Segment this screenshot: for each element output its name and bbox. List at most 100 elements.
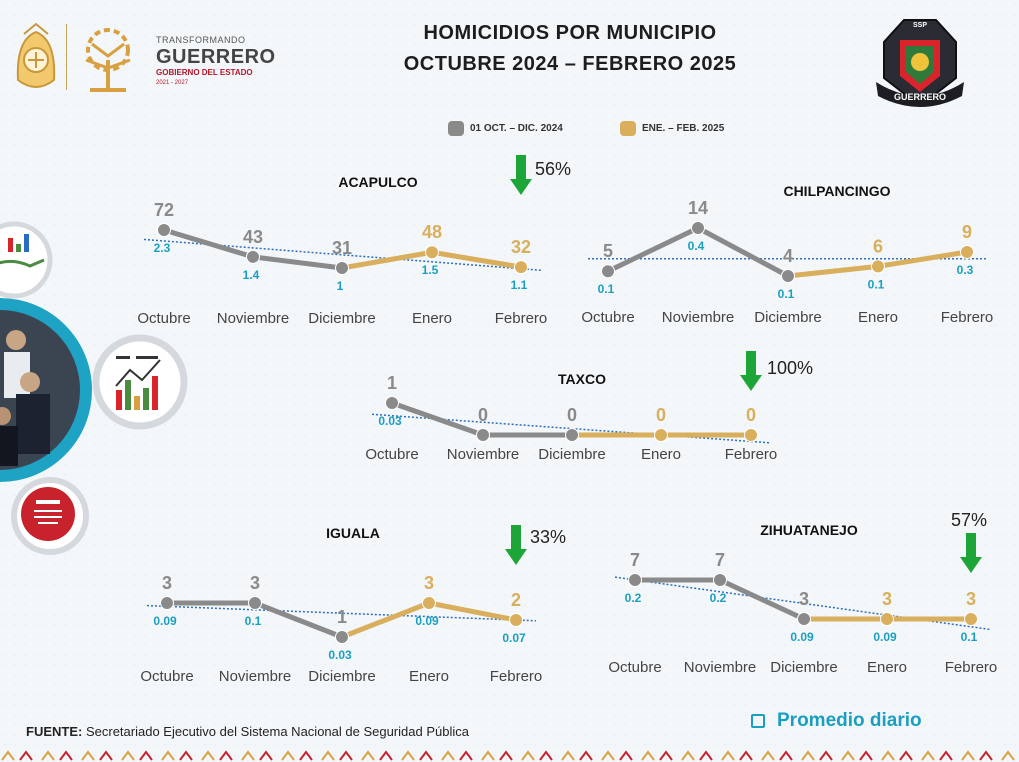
chilpancingo-daily-average-label: 0.3 xyxy=(957,263,974,277)
zihuatanejo-category-label: Octubre xyxy=(608,659,661,676)
bar-chart-icon xyxy=(92,334,188,430)
taxco-point xyxy=(565,428,579,442)
state-seal-icon xyxy=(16,22,56,88)
taxco-point xyxy=(744,428,758,442)
chilpancingo-chart-title: CHILPANCINGO xyxy=(783,183,890,199)
taxco-point xyxy=(654,428,668,442)
zihuatanejo-daily-average-label: 0.2 xyxy=(625,591,642,605)
decorative-border-band xyxy=(0,748,1019,762)
iguala-value-label: 3 xyxy=(162,573,172,593)
chilpancingo-category-label: Noviembre xyxy=(662,309,735,326)
taxco-category-label: Febrero xyxy=(725,446,778,463)
chilpancingo-daily-average-label: 0.4 xyxy=(688,239,705,253)
iguala-daily-average-label: 0.09 xyxy=(153,614,177,628)
iguala-daily-average-label: 0.1 xyxy=(245,614,262,628)
chilpancingo-category-label: Enero xyxy=(858,309,898,326)
chilpancingo-category-label: Diciembre xyxy=(754,309,822,326)
acapulco-daily-average-label: 1 xyxy=(337,279,344,293)
iguala-value-label: 3 xyxy=(250,573,260,593)
zihuatanejo-daily-average-label: 0.09 xyxy=(790,630,814,644)
acapulco-point xyxy=(335,261,349,275)
svg-text:SSP: SSP xyxy=(913,22,927,29)
ssp-badge-logo: SSP GUERRERO xyxy=(876,19,964,108)
taxco-point xyxy=(385,396,399,410)
daily-average-key: Promedio diario xyxy=(751,710,922,732)
legend-item-period2: ENE. – FEB. 2025 xyxy=(620,121,724,136)
zihuatanejo-value-label: 7 xyxy=(630,550,640,570)
taxco-value-label: 0 xyxy=(746,405,756,425)
acapulco-point xyxy=(157,223,171,237)
zihuatanejo-point xyxy=(628,573,642,587)
logo-divider xyxy=(66,24,67,90)
chilpancingo-point xyxy=(960,245,974,259)
zihuatanejo-point xyxy=(797,612,811,626)
iguala-value-label: 1 xyxy=(337,607,347,627)
iguala-daily-average-label: 0.09 xyxy=(415,614,439,628)
acapulco-daily-average-label: 1.4 xyxy=(243,268,260,282)
iguala-value-label: 2 xyxy=(511,590,521,610)
police-photo-circle xyxy=(0,298,92,482)
side-illustration xyxy=(0,221,188,555)
zihuatanejo-value-label: 7 xyxy=(715,550,725,570)
money-chart-icon xyxy=(0,221,53,299)
acapulco-value-label: 48 xyxy=(422,222,442,242)
legend-swatch-gold xyxy=(620,121,636,136)
chilpancingo-value-label: 9 xyxy=(962,222,972,242)
zihuatanejo-point xyxy=(964,612,978,626)
acapulco-value-label: 72 xyxy=(154,200,174,220)
acapulco-category-label: Noviembre xyxy=(217,310,290,327)
chilpancingo-point xyxy=(871,259,885,274)
guerrero-government-logo xyxy=(16,22,131,92)
iguala-daily-average-label: 0.03 xyxy=(328,648,352,662)
zihuatanejo-value-label: 3 xyxy=(882,589,892,609)
zihuatanejo-value-label: 3 xyxy=(966,589,976,609)
zihuatanejo-category-label: Enero xyxy=(867,659,907,676)
taxco-category-label: Enero xyxy=(641,446,681,463)
iguala-daily-average-label: 0.07 xyxy=(502,631,526,645)
taxco-value-label: 0 xyxy=(656,405,666,425)
zihuatanejo-point xyxy=(713,573,727,587)
chilpancingo-daily-average-label: 0.1 xyxy=(598,282,615,296)
acapulco-daily-average-label: 1.5 xyxy=(422,263,439,277)
zihuatanejo-chart-title: ZIHUATANEJO xyxy=(760,522,858,538)
document-badge-icon xyxy=(11,477,89,555)
taxco-value-label: 0 xyxy=(567,405,577,425)
zihuatanejo-down-arrow-icon xyxy=(960,533,982,573)
chilpancingo-point xyxy=(781,269,795,283)
zihuatanejo-change-percent: 57% xyxy=(951,510,987,530)
taxco-value-label: 0 xyxy=(478,405,488,425)
taxco-category-label: Octubre xyxy=(365,446,418,463)
chilpancingo-daily-average-label: 0.1 xyxy=(868,277,885,291)
legend-swatch-gray xyxy=(448,121,464,136)
acapulco-change-percent: 56% xyxy=(535,159,571,179)
taxco-change-percent: 100% xyxy=(767,358,813,378)
checkbox-square-icon xyxy=(751,714,765,728)
chilpancingo-daily-average-label: 0.1 xyxy=(778,287,795,301)
zihuatanejo-category-label: Febrero xyxy=(945,659,998,676)
taxco-chart-title: TAXCO xyxy=(558,371,606,387)
iguala-point xyxy=(422,596,436,610)
source-footer: FUENTE: Secretariado Ejecutivo del Siste… xyxy=(26,724,469,739)
acapulco-chart-title: ACAPULCO xyxy=(338,174,417,190)
acapulco-point xyxy=(425,245,439,260)
acapulco-category-label: Octubre xyxy=(137,310,190,327)
tree-emblem-icon xyxy=(85,28,131,92)
chilpancingo-category-label: Octubre xyxy=(581,309,634,326)
iguala-point xyxy=(335,630,349,644)
iguala-point xyxy=(248,596,262,610)
iguala-change-percent: 33% xyxy=(530,527,566,547)
iguala-point xyxy=(509,613,523,627)
taxco-daily-average-label: 0.03 xyxy=(378,414,402,428)
legend-item-period1: 01 OCT. – DIC. 2024 xyxy=(448,121,563,136)
chilpancingo-value-label: 5 xyxy=(603,241,613,261)
iguala-category-label: Noviembre xyxy=(219,668,292,685)
taxco-category-label: Noviembre xyxy=(447,446,520,463)
zihuatanejo-category-label: Diciembre xyxy=(770,659,838,676)
taxco-value-label: 1 xyxy=(387,373,397,393)
chilpancingo-category-label: Febrero xyxy=(941,309,994,326)
government-wordmark: TRANSFORMANDO GUERRERO GOBIERNO DEL ESTA… xyxy=(156,35,276,87)
acapulco-daily-average-label: 1.1 xyxy=(511,278,528,292)
page-title: HOMICIDIOS POR MUNICIPIO OCTUBRE 2024 – … xyxy=(403,22,737,75)
chilpancingo-value-label: 4 xyxy=(783,246,793,266)
iguala-category-label: Diciembre xyxy=(308,668,376,685)
